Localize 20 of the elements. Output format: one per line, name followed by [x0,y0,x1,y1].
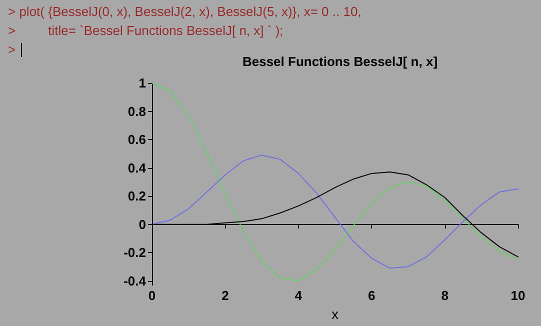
chart-title: Bessel Functions BesselJ[ n, x] [242,54,438,69]
x-tick-label: 4 [294,288,303,304]
x-tick-label: 6 [368,288,376,304]
line-series [152,154,518,269]
y-tick-label: 1 [138,76,146,90]
y-tick-label: 0.4 [128,160,147,176]
y-tick-label: -0.4 [124,273,147,288]
text: > plot( {BesselJ(0, x), BesselJ(2, x), BesselJ(5, x)}, x= 0 .. 10, [8,4,362,19]
y-tick-label: 0 [138,216,146,232]
x-tick-label: 2 [222,288,229,304]
y-tick-label: 0.6 [128,132,146,148]
line-series [152,82,518,282]
x-axis-title: x [332,306,338,322]
y-tick-label: -0.2 [124,245,146,260]
x-tick-label: 10 [510,288,526,304]
y-tick-label: 0.8 [128,104,146,119]
x-tick-label: 8 [441,288,448,304]
y-tick-label: 0.2 [128,188,146,204]
text: > title= `Bessel Functions BesselJ[ n, x] ` ); [8,23,284,38]
text: > [8,42,16,57]
